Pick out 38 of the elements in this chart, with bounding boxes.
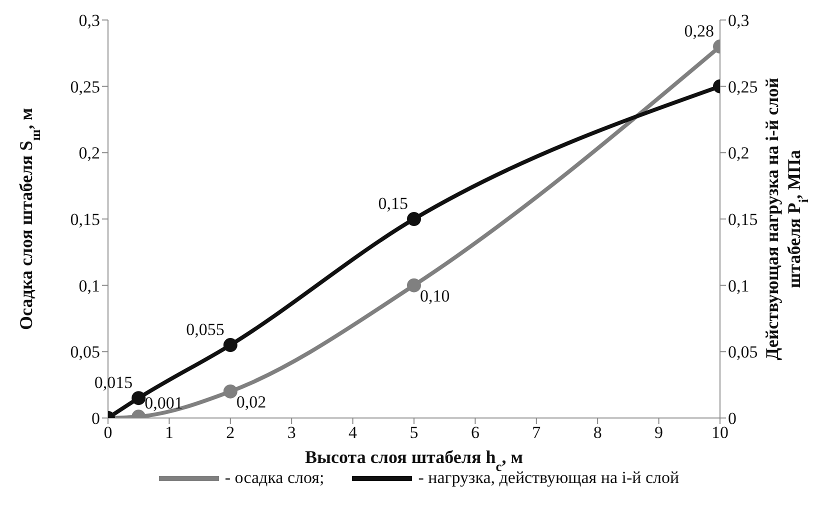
y2-tick-label: 0 <box>728 409 736 428</box>
data-label: 0,28 <box>684 22 714 41</box>
x-tick-label: 6 <box>470 423 480 442</box>
y2-tick-label: 0,05 <box>728 342 758 362</box>
y-tick-label: 0,25 <box>70 77 100 96</box>
point <box>407 212 421 226</box>
y-tick-label: 0,2 <box>78 144 100 163</box>
data-label: 0,015 <box>94 373 133 392</box>
x-tick-label: 7 <box>532 423 542 442</box>
y-tick-label: 0,1 <box>78 276 100 296</box>
x-tick-label: 3 <box>287 423 296 442</box>
y2-tick-label: 0,3 <box>728 11 750 30</box>
x-tick-label: 8 <box>593 423 602 442</box>
point <box>132 391 146 406</box>
data-label: 0,055 <box>186 320 224 340</box>
point <box>407 278 421 292</box>
x-tick-label: 1 <box>164 423 174 442</box>
data-label: 0,02 <box>236 392 266 412</box>
y-tick-label: 0,15 <box>70 210 100 230</box>
y2-tick-label: 0,2 <box>728 144 750 163</box>
y-tick-label: 0,3 <box>78 11 100 30</box>
legend-label: - осадка слоя; <box>224 468 324 488</box>
y-tick-label: 0,05 <box>70 342 100 362</box>
point <box>223 384 238 398</box>
data-label: 0,10 <box>420 286 450 306</box>
x-tick-label: 10 <box>712 423 728 442</box>
x-tick-label: 5 <box>410 423 418 442</box>
point <box>223 338 238 352</box>
data-label: 0,001 <box>144 394 183 413</box>
data-label: 0,15 <box>378 194 408 213</box>
x-tick-label: 9 <box>654 423 664 442</box>
x-tick-label: 2 <box>226 423 235 442</box>
y-tick-label: 0 <box>92 409 100 428</box>
y2-tick-label: 0,25 <box>728 77 758 96</box>
x-tick-label: 0 <box>104 423 112 442</box>
y2-tick-label: 0,1 <box>728 276 750 296</box>
y2-tick-label: 0,15 <box>728 210 758 230</box>
x-tick-label: 4 <box>348 423 358 442</box>
